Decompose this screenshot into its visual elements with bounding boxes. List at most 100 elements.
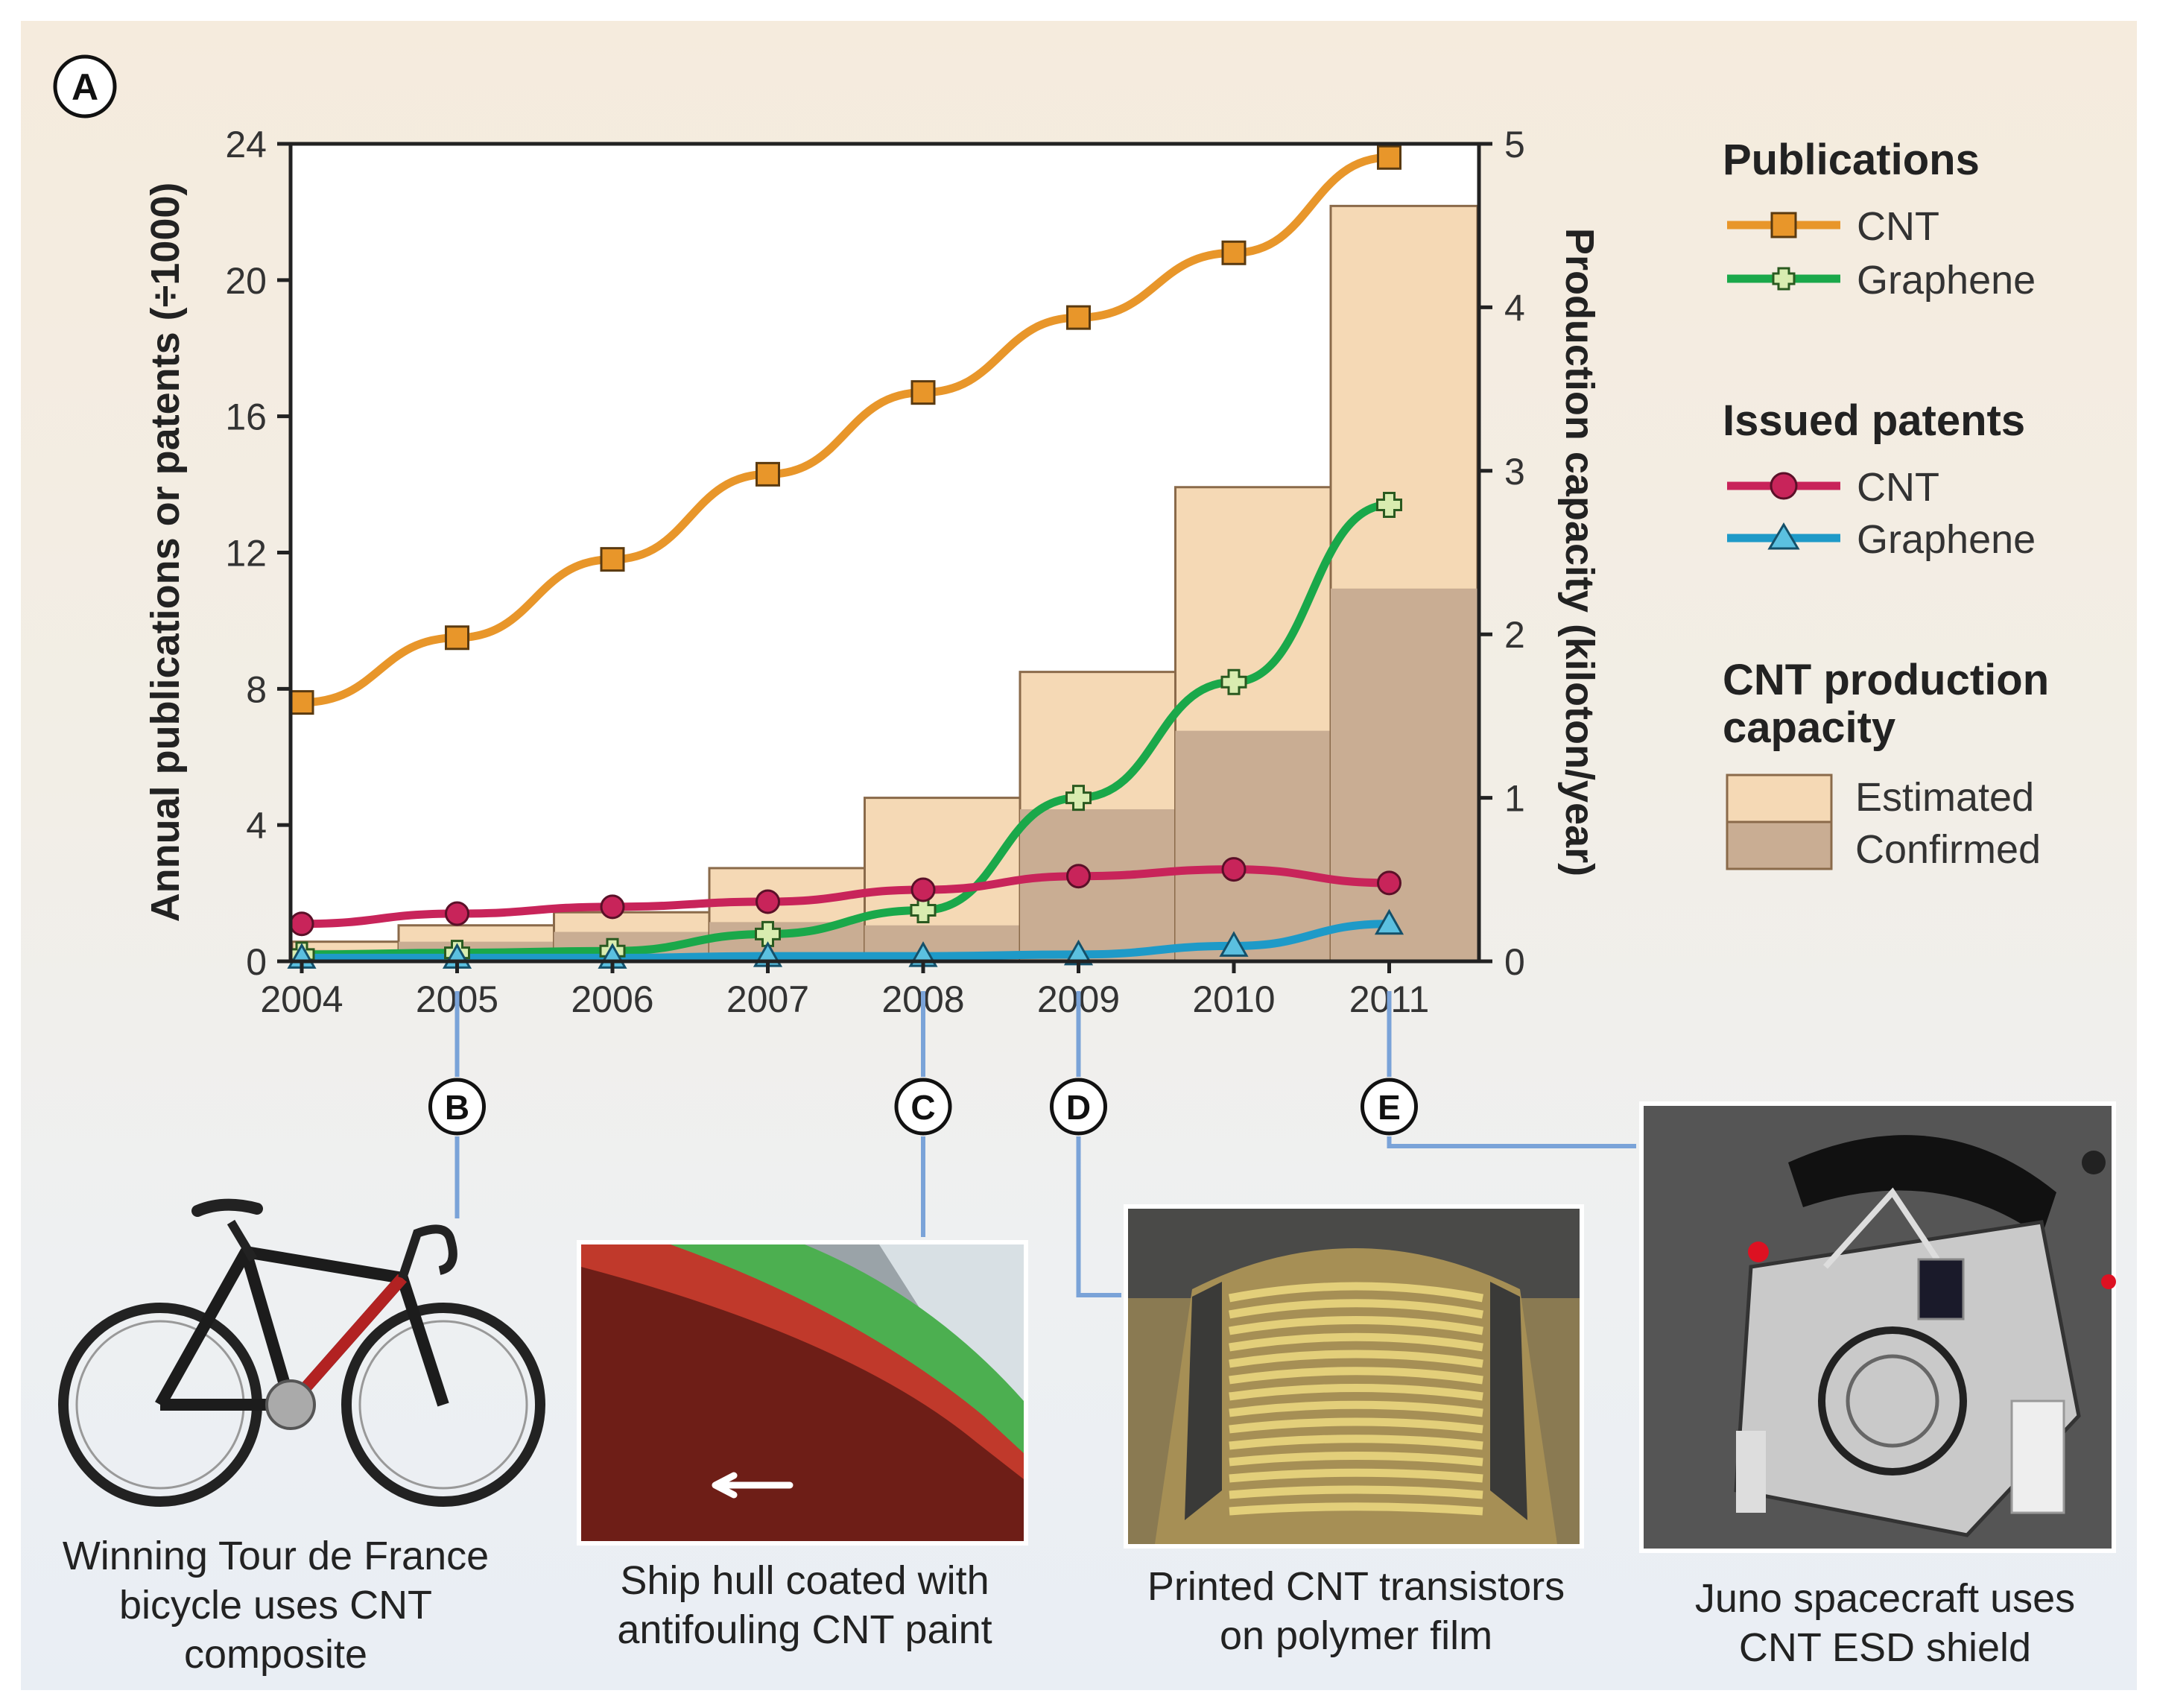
- legend-publications-title: Publications: [1723, 136, 1980, 184]
- transistor-row: [1229, 1350, 1483, 1368]
- callout-badge-b: [428, 1078, 486, 1136]
- marker-publications-cnt-2006: [600, 547, 625, 572]
- legend-confirmed-label: Confirmed: [1855, 827, 2041, 872]
- marker-publications-graphene-2009: [1065, 785, 1092, 812]
- transistor-row: [1229, 1435, 1483, 1450]
- legend-pub-graphene: Graphene: [1727, 258, 2036, 303]
- left-tick-label: 12: [225, 533, 267, 575]
- left-tick-label: 24: [225, 124, 267, 165]
- x-tick-label: 2010: [1192, 978, 1275, 1020]
- left-tick-label: 20: [225, 260, 267, 302]
- triangle-marker-icon: [1767, 522, 1800, 550]
- callouts: B C D E: [428, 991, 1636, 1297]
- bicycle-photo: [58, 1198, 545, 1507]
- transistor-array: [1228, 1282, 1484, 1516]
- marker-issued-patents-cnt-2005: [445, 901, 469, 926]
- bar-confirmed-2009: [1020, 809, 1176, 961]
- legend: Publications CNT Graphene Issued patents…: [1723, 136, 2049, 872]
- transistor-row: [1229, 1417, 1483, 1434]
- legend-label: CNT: [1857, 204, 1939, 249]
- callout-badge-d: [1050, 1078, 1107, 1136]
- circle-marker-icon: [1770, 472, 1798, 500]
- transistor-row: [1229, 1316, 1483, 1335]
- series-line-issued-patents-cnt: [301, 865, 1390, 929]
- callout-badge-c: [894, 1078, 952, 1136]
- legend-label: Graphene: [1857, 258, 2036, 303]
- caption-e: Juno spacecraft uses CNT ESD shield: [1694, 1576, 2076, 1670]
- legend-pat-cnt: CNT: [1727, 465, 1939, 510]
- spacecraft-photo: [1639, 1101, 2116, 1553]
- marker-issued-patents-cnt-2011: [1377, 870, 1401, 896]
- right-tick-label: 3: [1504, 451, 1525, 493]
- caption-c: Ship hull coated with antifouling CNT pa…: [617, 1558, 992, 1652]
- marker-issued-patents-cnt-2009: [1066, 864, 1091, 889]
- callout-letter: E: [1378, 1088, 1401, 1127]
- marker-publications-cnt-2011: [1377, 145, 1401, 170]
- transistor-row: [1229, 1299, 1483, 1319]
- legend-pat-graphene: Graphene: [1727, 517, 2036, 562]
- x-tick-label: 2007: [726, 978, 809, 1020]
- callout-letter: B: [445, 1088, 469, 1127]
- legend-patents-title: Issued patents: [1723, 396, 2025, 445]
- legend-label: Graphene: [1857, 517, 2036, 562]
- marker-publications-graphene-2008: [910, 896, 937, 923]
- plus-marker-icon: [1772, 267, 1796, 291]
- series-line-issued-patents-graphene: [302, 920, 1390, 962]
- marker-issued-patents-cnt-2006: [600, 894, 625, 920]
- bar-confirmed-2011: [1331, 588, 1477, 961]
- legend-label: CNT: [1857, 465, 1939, 510]
- x-tick-label: 2006: [571, 978, 653, 1020]
- right-tick-label: 1: [1504, 778, 1525, 820]
- left-tick-label: 8: [246, 668, 267, 710]
- x-tick-label: 2004: [260, 978, 343, 1020]
- legend-estimated-label: Estimated: [1855, 775, 2034, 820]
- marker-publications-cnt-2009: [1066, 305, 1091, 330]
- transistor-row: [1229, 1485, 1483, 1499]
- bar-confirmed-2010: [1175, 730, 1331, 961]
- right-axis-label: Production capacity (kiloton/year): [1557, 228, 1602, 876]
- legend-pub-cnt: CNT: [1727, 204, 1939, 249]
- marker-publications-graphene-2011: [1376, 492, 1402, 519]
- transistor-row: [1229, 1367, 1483, 1385]
- transistor-film-photo: [1124, 1204, 1584, 1549]
- transistor-row: [1229, 1400, 1483, 1417]
- marker-issued-patents-cnt-2007: [756, 889, 780, 914]
- transistor-row: [1229, 1332, 1483, 1352]
- callout-connector-d: [1076, 1136, 1121, 1297]
- marker-issued-patents-graphene-2010: [1219, 931, 1249, 957]
- left-tick-label: 0: [246, 941, 267, 983]
- marker-publications-graphene-2010: [1220, 668, 1247, 695]
- marker-issued-patents-cnt-2008: [910, 877, 936, 902]
- marker-publications-cnt-2007: [756, 461, 780, 487]
- right-tick-label: 4: [1504, 287, 1525, 329]
- caption-b: Winning Tour de France bicycle uses CNT …: [62, 1534, 490, 1677]
- right-tick-label: 0: [1504, 941, 1525, 983]
- caption-d: Printed CNT transistors on polymer film: [1147, 1564, 1565, 1658]
- left-tick-label: 4: [246, 805, 267, 847]
- marker-issued-patents-cnt-2010: [1221, 857, 1247, 882]
- transistor-row: [1228, 1282, 1484, 1303]
- left-axis-label: Annual publications or patents (÷1000): [143, 183, 188, 923]
- callout-connector-e: [1387, 1136, 1636, 1148]
- marker-issued-patents-graphene-2011: [1374, 908, 1404, 935]
- legend-confirmed-swatch: [1726, 820, 1833, 870]
- callout-badge-e: [1361, 1078, 1418, 1136]
- square-marker-icon: [1770, 212, 1797, 238]
- right-tick-label: 5: [1504, 124, 1525, 165]
- callout-letter: D: [1066, 1088, 1091, 1127]
- series-line-publications-cnt: [301, 153, 1390, 707]
- marker-issued-patents-cnt-2004: [289, 911, 314, 937]
- panel-letter-badge: A: [53, 54, 117, 118]
- marker-publications-graphene-2007: [755, 920, 781, 947]
- panel-letter: A: [72, 66, 98, 108]
- marker-publications-cnt-2010: [1221, 240, 1247, 265]
- marker-publications-cnt-2008: [910, 380, 936, 405]
- left-tick-label: 16: [225, 396, 267, 438]
- transistor-row: [1229, 1452, 1483, 1467]
- capacity-bars: [291, 204, 1479, 963]
- transistor-row: [1229, 1502, 1483, 1516]
- marker-publications-cnt-2005: [445, 625, 469, 651]
- transistor-row: [1229, 1468, 1483, 1483]
